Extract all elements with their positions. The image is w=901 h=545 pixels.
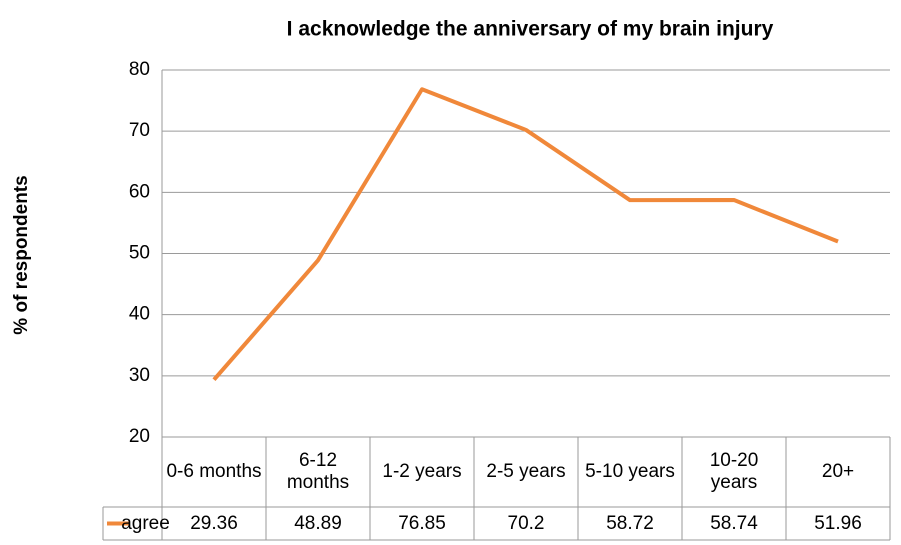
- y-axis-label: % of respondents: [11, 175, 32, 334]
- data-table-value: 29.36: [190, 512, 238, 534]
- y-tick-label: 40: [129, 304, 150, 325]
- y-tick-label: 60: [129, 181, 150, 202]
- chart-title: I acknowledge the anniversary of my brai…: [287, 18, 774, 41]
- y-tick-label: 80: [129, 59, 150, 80]
- y-tick-label: 70: [129, 120, 150, 141]
- data-table-value: 76.85: [398, 512, 446, 534]
- category-label: 1-2 years: [382, 461, 462, 482]
- data-table-value: 51.96: [814, 512, 862, 534]
- data-table-value: 48.89: [294, 512, 342, 534]
- data-table-value: 58.72: [606, 512, 654, 534]
- y-tick-label: 50: [129, 243, 150, 264]
- data-table-value: 70.2: [507, 512, 545, 534]
- category-label: 2-5 years: [486, 461, 566, 482]
- category-label: 20+: [821, 461, 855, 482]
- data-table-value: 58.74: [710, 512, 758, 534]
- category-label: 6-12 months: [286, 450, 350, 493]
- legend-label: agree: [121, 512, 170, 534]
- y-tick-label: 20: [129, 426, 150, 447]
- y-tick-label: 30: [129, 365, 150, 386]
- category-label: 0-6 months: [166, 461, 262, 482]
- line-series: [212, 87, 839, 382]
- category-label: 5-10 years: [585, 461, 675, 482]
- category-label: 10-20 years: [709, 450, 759, 493]
